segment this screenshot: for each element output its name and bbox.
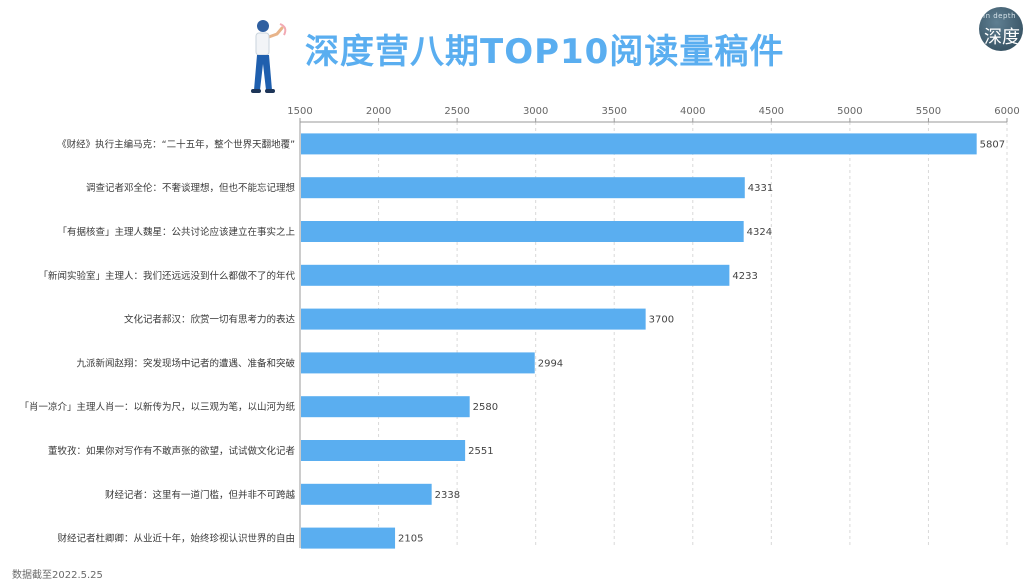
bar [301, 352, 535, 374]
bar [301, 483, 432, 505]
x-axis-tick-label: 2000 [366, 106, 391, 117]
x-axis-tick-label: 4500 [759, 106, 784, 117]
category-label: 调查记者邓全伦：不奢谈理想，但也不能忘记理想 [86, 182, 296, 194]
x-axis-tick-label: 1500 [287, 106, 312, 117]
data-label: 2338 [435, 490, 460, 501]
person-shoe-left [251, 89, 261, 93]
bar [301, 440, 466, 461]
person-legs [254, 55, 272, 90]
data-date-footnote: 数据截至2022.5.25 [12, 570, 103, 581]
category-label: 财经记者杜卿卿：从业近十年，始终珍视认识世界的自由 [57, 533, 295, 545]
bar [301, 527, 396, 549]
person-arm [264, 26, 284, 40]
brand-logo-text: 深度 [984, 27, 1020, 48]
data-label: 2551 [468, 446, 493, 457]
x-axis-tick-label: 6000 [994, 106, 1019, 117]
x-axis-tick-label: 5500 [916, 106, 941, 117]
bar [301, 308, 646, 330]
data-label: 5807 [980, 139, 1005, 150]
category-label: 九派新闻赵翔：突发现场中记者的遭遇、准备和突破 [76, 357, 295, 369]
brand-logo-subtext: In depth [983, 12, 1017, 20]
x-axis-tick-label: 3000 [523, 106, 548, 117]
bar [301, 396, 470, 418]
data-label: 4324 [747, 227, 772, 238]
page-title: 深度营八期TOP10阅读量稿件 [305, 32, 785, 72]
data-label: 3700 [649, 315, 674, 326]
x-axis-tick-label: 4000 [680, 106, 705, 117]
data-label: 2105 [398, 534, 423, 545]
data-label: 2994 [538, 358, 563, 369]
person-illustration [251, 20, 287, 93]
bar [301, 264, 730, 286]
bar [301, 177, 745, 199]
data-label: 4331 [748, 183, 773, 194]
bar [301, 133, 977, 155]
category-label: 「肖一凉介」主理人肖一：以新传为尺，以三观为笔，以山河为纸 [19, 401, 295, 413]
speech-mark [279, 23, 287, 36]
x-axis-tick-label: 5000 [837, 106, 862, 117]
category-label: 财经记者：这里有一道门槛，但并非不可跨越 [105, 489, 296, 501]
data-label: 4233 [732, 271, 757, 282]
category-label: 文化记者郝汉：欣赏一切有思考力的表达 [124, 314, 296, 326]
x-axis-tick-label: 3500 [601, 106, 626, 117]
data-label: 2580 [473, 402, 498, 413]
person-head [257, 20, 269, 32]
category-label: 「有据核查」主理人魏星：公共讨论应该建立在事实之上 [57, 226, 295, 238]
category-label: 董牧孜：如果你对写作有不敢声张的欲望，试试做文化记者 [48, 445, 295, 457]
x-axis-tick-label: 2500 [444, 106, 469, 117]
bar [301, 221, 744, 242]
person-shoe-right [265, 89, 275, 93]
brand-logo: In depth 深度 [979, 7, 1023, 51]
category-label: 「新闻实验室」主理人：我们还远远没到什么都做不了的年代 [38, 270, 295, 282]
category-label: 《财经》执行主编马克：“二十五年，整个世界天翻地覆” [57, 138, 295, 150]
